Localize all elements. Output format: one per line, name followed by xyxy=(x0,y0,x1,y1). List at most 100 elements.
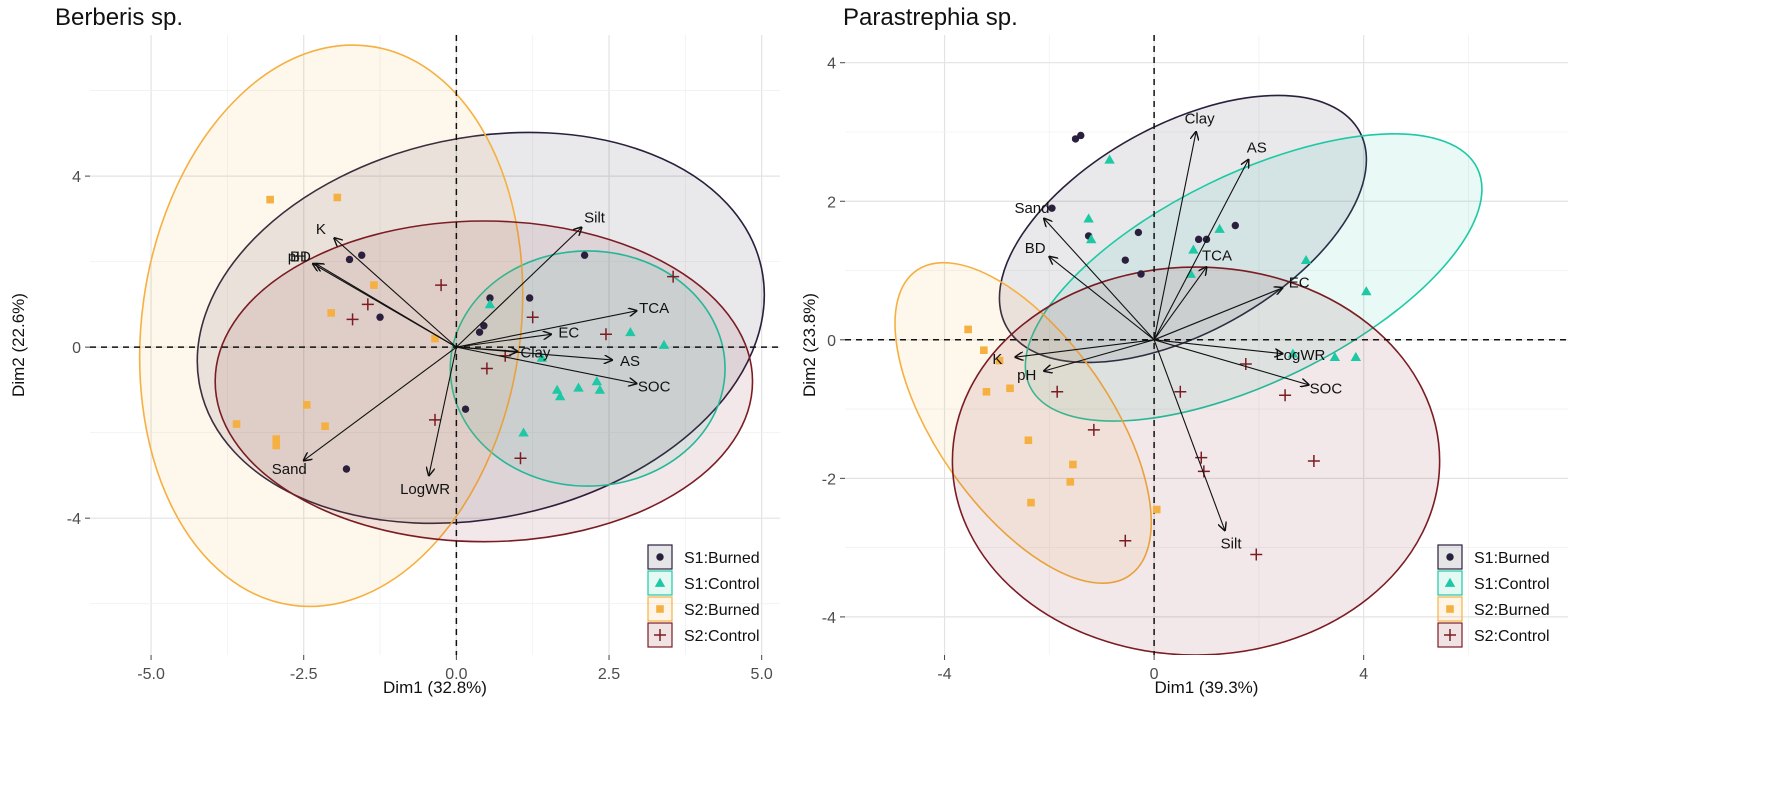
vector-arrow-as xyxy=(1153,160,1248,341)
point-s2-control xyxy=(1239,358,1252,371)
y-axis-label: Dim2 (22.6%) xyxy=(9,293,28,397)
vector-arrow-clay xyxy=(1153,132,1196,340)
vector-label-as: AS xyxy=(1247,139,1267,156)
point-s2-burned xyxy=(302,401,311,409)
point-s2-burned xyxy=(1069,460,1077,469)
vector-label-as: AS xyxy=(620,353,640,370)
point-s1-control xyxy=(1287,348,1299,358)
vector-label-ec: EC xyxy=(1289,275,1310,292)
legend-marker xyxy=(654,629,666,641)
legend-marker xyxy=(656,605,664,613)
legend-label: S2:Control xyxy=(684,628,760,645)
vector-label-bd: BD xyxy=(290,249,311,266)
ellipse-s1-burned xyxy=(998,94,1368,364)
point-s2-burned xyxy=(982,387,991,396)
point-s1-burned xyxy=(345,255,354,264)
point-s1-burned xyxy=(480,322,488,330)
vector-arrow-bd xyxy=(1049,257,1155,341)
point-s2-control xyxy=(599,328,612,341)
point-s1-control xyxy=(1350,351,1362,362)
x-tick-label: 5.0 xyxy=(751,666,773,683)
panel-parastrephia: Clay AS Sand BD TCA EC LogWR SOC KpH Silt -4 0 4 -4 -2… xyxy=(800,4,1568,697)
legend-label: S1:Burned xyxy=(684,550,760,567)
y-tick-label: -2 xyxy=(822,471,836,488)
point-s1-burned xyxy=(461,405,470,413)
point-s2-burned xyxy=(272,441,281,450)
point-s1-burned xyxy=(1194,235,1203,244)
point-s2-control xyxy=(346,313,359,326)
point-s2-burned xyxy=(1024,436,1033,445)
point-s2-burned xyxy=(272,435,281,443)
point-s1-control xyxy=(591,376,603,386)
vector-label-logwr: LogWR xyxy=(1275,347,1325,364)
data-points xyxy=(232,193,680,473)
point-s2-burned xyxy=(327,309,335,317)
x-tick-label: 2.5 xyxy=(598,666,620,683)
point-s2-burned xyxy=(1027,498,1035,507)
vector-label-silt: Silt xyxy=(1221,535,1243,552)
y-tick-label: -4 xyxy=(67,511,81,528)
vector-label-clay: Clay xyxy=(1185,110,1216,127)
point-s2-burned xyxy=(964,325,972,334)
vector-label-clay: Clay xyxy=(520,344,551,361)
point-s2-control xyxy=(526,311,539,324)
vector-arrow-clay xyxy=(456,347,517,351)
data-points xyxy=(964,131,1372,561)
vector-arrow-bd xyxy=(316,264,457,348)
vector-arrow-tca xyxy=(456,311,636,348)
point-s1-control xyxy=(1329,351,1341,362)
point-s2-control xyxy=(435,279,448,292)
point-s1-burned xyxy=(1231,221,1240,230)
legend-marker xyxy=(1446,553,1454,561)
point-s1-control xyxy=(625,326,636,337)
legend-marker xyxy=(654,577,666,587)
point-s1-burned xyxy=(1134,228,1143,237)
x-axis-label: Dim1 (39.3%) xyxy=(1155,678,1259,697)
point-s1-control xyxy=(518,427,529,437)
legend: S1:Burned S1:Control S2:Burned S2:Control xyxy=(647,544,760,648)
y-tick-label: 2 xyxy=(827,194,836,211)
point-s1-control xyxy=(573,382,584,392)
point-s2-control xyxy=(1119,534,1132,547)
point-s2-control xyxy=(514,452,527,465)
point-s2-burned xyxy=(370,281,378,289)
point-s1-burned xyxy=(342,465,351,473)
vector-label-ph: pH xyxy=(1017,367,1036,384)
point-s1-burned xyxy=(580,251,589,259)
vector-arrow-soc xyxy=(1153,339,1309,385)
vector-arrow-ec xyxy=(1153,288,1282,341)
x-tick-label: 4 xyxy=(1359,666,1368,683)
point-s1-control xyxy=(1300,254,1312,265)
point-s1-control xyxy=(536,352,548,362)
chart-title: Parastrephia sp. xyxy=(843,4,1018,31)
axes: -4 0 4 -4 -2 0 2 4 Dim1 (39.3%) Dim2 (23.8%) xyxy=(800,56,1368,697)
legend-marker xyxy=(656,553,664,561)
axes: -5.0 -2.5 0.0 2.5 5.0 -4 0 4 Dim1 (32.8%) Dim2 (2… xyxy=(9,169,773,697)
point-s2-control xyxy=(1174,385,1187,398)
point-s2-control xyxy=(1087,423,1100,436)
point-s2-burned xyxy=(321,422,329,431)
vector-arrow-sand xyxy=(1044,219,1155,341)
point-s2-burned xyxy=(431,334,439,343)
vector-arrow-tca xyxy=(1153,267,1206,341)
point-s2-control xyxy=(1307,455,1320,468)
legend: S1:Burned S1:Control S2:Burned S2:Control xyxy=(1437,544,1550,648)
x-tick-label: -4 xyxy=(937,666,951,683)
point-s1-burned xyxy=(475,328,484,336)
point-s2-control xyxy=(1250,548,1263,561)
x-tick-label: -2.5 xyxy=(290,666,318,683)
vector-label-bd: BD xyxy=(1025,240,1046,257)
point-s1-control xyxy=(1083,213,1094,223)
point-s1-burned xyxy=(376,313,384,321)
point-s2-control xyxy=(361,298,374,311)
vector-arrow-ec xyxy=(456,334,551,348)
ellipse-s1-control xyxy=(449,250,726,487)
point-s2-burned xyxy=(333,193,342,202)
y-axis-label: Dim2 (23.8%) xyxy=(800,293,819,397)
point-s2-burned xyxy=(995,356,1004,365)
x-axis-label: Dim1 (32.8%) xyxy=(383,678,487,697)
point-s2-burned xyxy=(1152,505,1161,514)
confidence-ellipses xyxy=(138,44,766,608)
